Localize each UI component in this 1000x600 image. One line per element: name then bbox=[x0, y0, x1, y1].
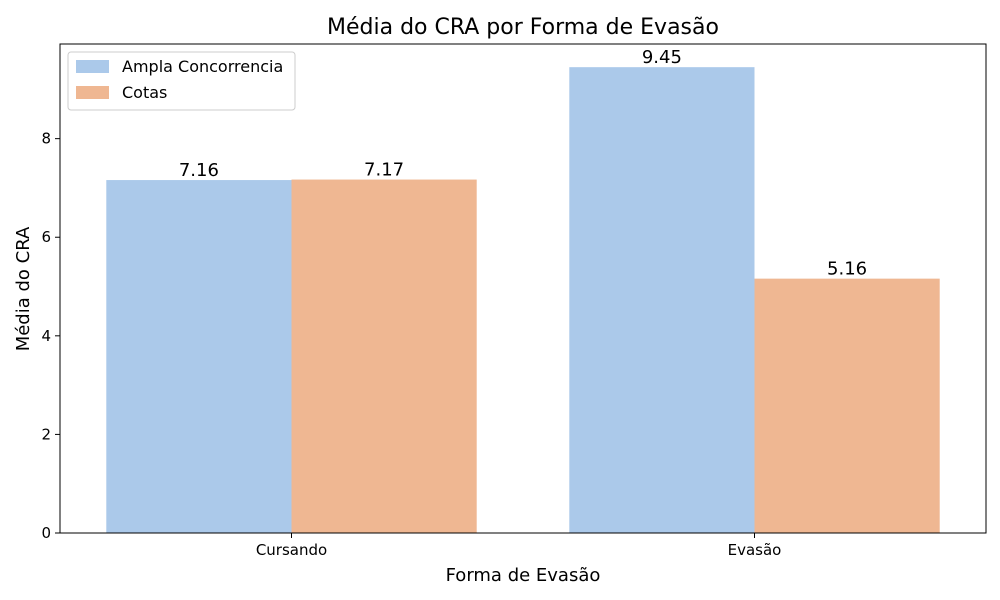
x-axis-label: Forma de Evasão bbox=[446, 565, 601, 586]
bar bbox=[569, 67, 755, 534]
y-axis-label: Média do CRA bbox=[13, 226, 34, 351]
x-tick-label: Cursando bbox=[256, 541, 327, 559]
legend-swatch bbox=[76, 86, 109, 99]
bars-layer bbox=[106, 67, 940, 534]
bar bbox=[106, 180, 292, 533]
bar-data-label: 9.45 bbox=[642, 47, 682, 68]
y-tick-label: 4 bbox=[41, 327, 51, 345]
legend-box bbox=[67, 51, 296, 111]
y-tick-label: 0 bbox=[41, 524, 51, 542]
bar bbox=[754, 278, 940, 533]
legend-label: Ampla Concorrencia bbox=[122, 57, 283, 76]
y-tick-label: 8 bbox=[41, 130, 51, 148]
bar bbox=[291, 179, 477, 533]
legend-swatch bbox=[76, 60, 109, 73]
x-tick-label: Evasão bbox=[728, 541, 782, 559]
bar-data-label: 5.16 bbox=[827, 259, 867, 280]
bar-data-label: 7.17 bbox=[364, 160, 404, 181]
legend: Ampla Concorrencia Cotas bbox=[67, 51, 296, 111]
y-tick-label: 6 bbox=[41, 228, 51, 246]
bar-labels-layer: 7.16 7.17 9.45 5.16 bbox=[179, 47, 867, 279]
bar-data-label: 7.16 bbox=[179, 160, 219, 181]
y-tick-label: 2 bbox=[41, 425, 51, 443]
axes-layer: Cursando Evasão 0 2 4 6 8 bbox=[41, 43, 987, 559]
chart-title: Média do CRA por Forma de Evasão bbox=[327, 15, 719, 40]
legend-label: Cotas bbox=[122, 83, 167, 102]
plot-frame bbox=[59, 43, 987, 534]
